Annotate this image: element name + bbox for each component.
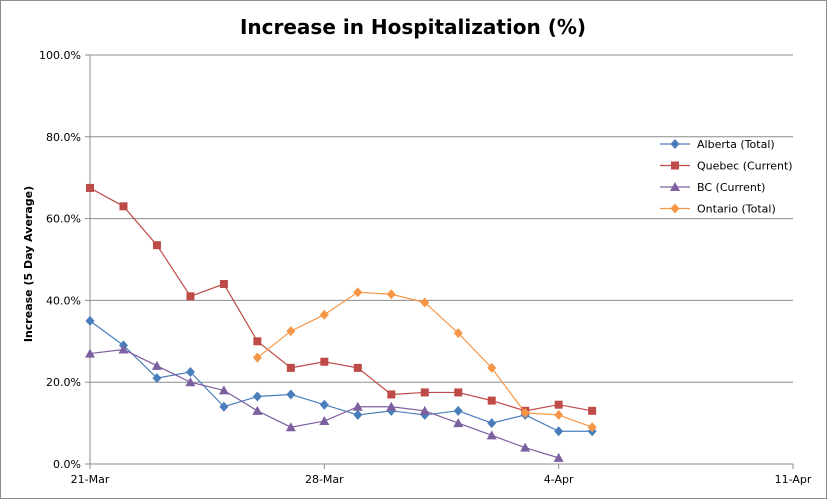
legend-marker [670, 203, 680, 214]
data-point [319, 416, 330, 426]
data-point [152, 241, 161, 250]
data-point [486, 430, 497, 440]
legend-label: Alberta (Total) [697, 138, 775, 151]
data-point [420, 388, 429, 397]
series-alberta [85, 315, 597, 437]
data-point [185, 377, 196, 387]
data-point [554, 426, 564, 437]
legend-item: Ontario (Total) [660, 203, 776, 216]
data-point [487, 418, 497, 429]
y-tick-label: 0.0% [53, 458, 81, 471]
data-point [119, 202, 128, 211]
y-tick-label: 40.0% [46, 294, 81, 307]
gridlines [90, 54, 793, 383]
data-point [553, 452, 564, 462]
legend-item: Quebec (Current) [660, 160, 793, 173]
x-tick-label: 28-Mar [305, 473, 344, 486]
axes: 0.0% 20.0% 40.0% 60.0% 80.0% 100.0% 21-Mar 28-M… [39, 49, 812, 486]
x-tick-label: 21-Mar [71, 473, 110, 486]
data-point [587, 422, 597, 433]
series-line [89, 187, 593, 412]
data-point [386, 289, 396, 300]
data-point [252, 352, 262, 363]
data-point [419, 405, 430, 415]
data-point [554, 400, 563, 409]
data-point [453, 405, 463, 416]
data-point [86, 183, 94, 192]
data-point [353, 363, 362, 372]
series-layer [85, 183, 597, 462]
data-point [152, 373, 162, 384]
legend-label: Quebec (Current) [697, 160, 793, 173]
y-axis-label: Increase (5 Day Average) [22, 186, 35, 342]
data-point [151, 360, 162, 370]
data-point [320, 357, 329, 366]
data-point [453, 328, 463, 339]
chart-title: Increase in Hospitalization (%) [240, 15, 586, 39]
data-point [352, 401, 363, 411]
data-point [386, 401, 397, 411]
data-point [286, 389, 296, 400]
data-point [353, 287, 363, 298]
data-point [185, 366, 195, 377]
data-point [186, 292, 195, 301]
data-point [319, 399, 329, 410]
legend-marker [671, 161, 679, 170]
legend-item: BC (Current) [660, 181, 765, 194]
y-tick-label: 20.0% [46, 376, 81, 389]
data-point [319, 309, 329, 320]
data-point [285, 422, 296, 432]
x-tick-label: 11-Apr [775, 473, 812, 486]
data-point [286, 326, 296, 337]
data-point [253, 337, 262, 346]
data-point [520, 442, 531, 452]
data-point [353, 409, 363, 420]
data-point [454, 388, 463, 397]
legend-marker [670, 182, 680, 191]
data-point [588, 406, 597, 415]
data-point [420, 297, 430, 308]
legend-label: Ontario (Total) [697, 203, 776, 216]
legend-label: BC (Current) [697, 181, 765, 194]
series-line [89, 320, 593, 432]
data-point [487, 362, 497, 373]
data-point [118, 344, 129, 354]
data-point [252, 391, 262, 402]
legend-item: Alberta (Total) [660, 138, 775, 151]
data-point [252, 405, 263, 415]
y-tick-label: 100.0% [39, 49, 81, 62]
data-point [218, 385, 229, 395]
legend-marker [670, 139, 680, 149]
data-point [219, 280, 228, 289]
data-point [554, 409, 564, 420]
data-point [85, 348, 95, 358]
x-tick-label: 4-Apr [544, 473, 574, 486]
series-ontario [252, 287, 597, 433]
y-tick-label: 60.0% [46, 213, 81, 226]
data-point [286, 363, 295, 372]
series-bc [85, 344, 564, 462]
series-quebec [86, 183, 597, 415]
data-point [453, 418, 464, 428]
data-point [487, 396, 496, 405]
legend: Alberta (Total) Quebec (Current) BC (Curre… [660, 138, 793, 216]
data-point [219, 401, 229, 412]
y-tick-label: 80.0% [46, 131, 81, 144]
data-point [85, 315, 95, 326]
data-point [387, 390, 396, 399]
data-point [520, 407, 530, 418]
